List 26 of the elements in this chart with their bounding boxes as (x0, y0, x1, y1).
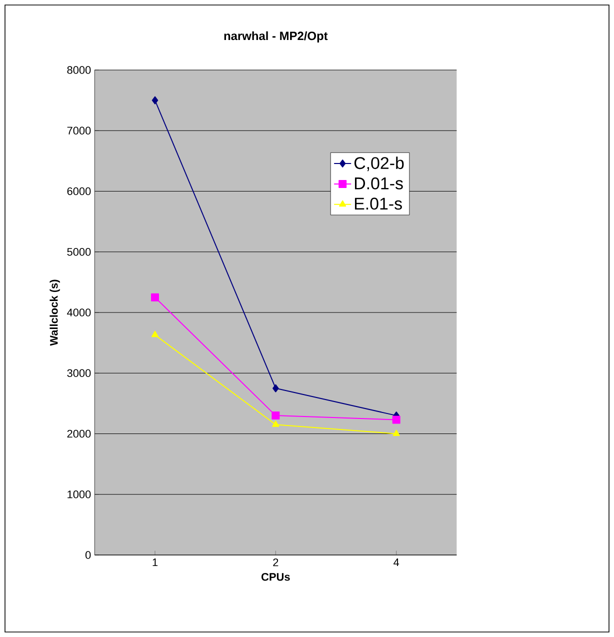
chart-title: narwhal - MP2/Opt (224, 31, 328, 42)
legend-label: E.01-s (354, 198, 402, 210)
y-tick-label: 4000 (67, 308, 91, 316)
point (151, 330, 159, 338)
x-tick-label: 4 (394, 558, 400, 566)
y-tick-label: 3000 (67, 369, 91, 377)
y-tick-label: 6000 (67, 187, 91, 196)
point (392, 430, 400, 436)
x-tick-label: 1 (152, 558, 158, 566)
point (152, 96, 158, 104)
point (392, 416, 400, 424)
point (272, 420, 280, 427)
legend-label: C,02-b (354, 156, 404, 172)
y-tick-label: 5000 (67, 248, 91, 256)
y-tick-label: 7000 (67, 126, 91, 134)
y-tick-label: 1000 (68, 490, 91, 498)
x-axis-title: CPUs (262, 573, 290, 581)
y-axis-title: Wallclock (s) (50, 280, 60, 346)
legend-label: D.01-s (354, 177, 403, 190)
x-tick-label: 2 (273, 558, 278, 566)
y-tick-label: 0 (85, 551, 91, 559)
y-tick-label: 8000 (67, 66, 91, 74)
point (151, 293, 159, 302)
point (272, 384, 279, 392)
point (272, 412, 280, 420)
y-tick-label: 2000 (67, 430, 91, 438)
